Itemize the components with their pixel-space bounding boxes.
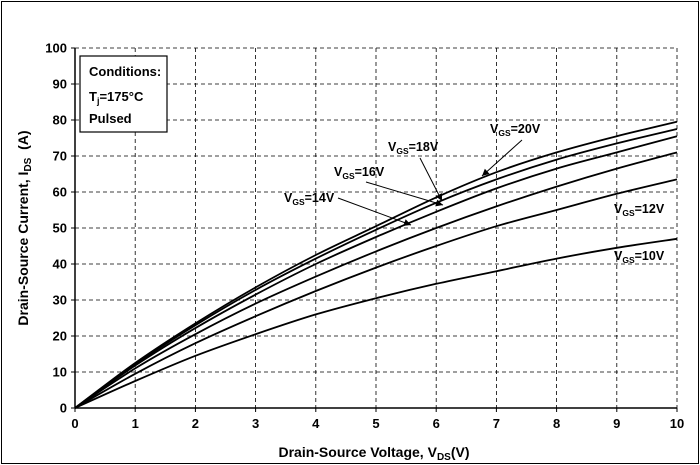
x-tick-label: 3	[252, 416, 259, 431]
series-line-vgs20	[74, 120, 678, 409]
conditions-box: Conditions: Tj=175°C Pulsed	[79, 55, 168, 133]
series-pointer-vgs20	[481, 139, 523, 177]
curves	[74, 120, 678, 409]
series-label-vgs10: VGS=10V	[614, 249, 665, 265]
series-pointer-vgs18	[419, 157, 443, 202]
x-axis-label: Drain-Source Voltage, VDS(V)	[278, 444, 469, 463]
x-tick-label: 10	[670, 416, 684, 431]
series-pointer-head-vgs16	[435, 199, 443, 207]
conditions-temperature: Tj=175°C	[89, 89, 144, 106]
y-tick-label: 20	[53, 329, 67, 344]
series-pointer-head-vgs18	[435, 193, 442, 201]
y-tick-label: 10	[53, 365, 67, 380]
y-tick-label: 0	[60, 401, 67, 416]
y-tick-label: 100	[45, 41, 67, 56]
series-label-vgs16: VGS=16V	[334, 165, 385, 181]
series-label-vgs12: VGS=12V	[614, 202, 665, 218]
series-pointer-vgs14	[337, 197, 412, 226]
x-tick-label: 0	[71, 416, 78, 431]
series-label-vgs20: VGS=20V	[490, 122, 541, 138]
y-tick-label: 50	[53, 221, 67, 236]
series-line-vgs12	[74, 178, 678, 409]
series-pointer-head-vgs14	[403, 219, 411, 226]
series-line-vgs16	[74, 135, 678, 409]
conditions-mode: Pulsed	[89, 111, 132, 126]
series-line-vgs10	[74, 237, 678, 409]
y-tick-label: 60	[53, 185, 67, 200]
x-tick-label: 8	[553, 416, 560, 431]
series-line-vgs14	[74, 151, 678, 409]
axes	[71, 47, 678, 412]
x-tick-label: 1	[132, 416, 139, 431]
x-tick-label: 5	[372, 416, 379, 431]
y-axis-label: Drain-Source Current, IDS (A)	[15, 130, 34, 325]
conditions-box-border	[79, 55, 168, 133]
y-tick-label: 80	[53, 113, 67, 128]
x-tick-label: 6	[433, 416, 440, 431]
y-tick-label: 40	[53, 257, 67, 272]
series-label-vgs14: VGS=14V	[284, 191, 335, 207]
series-line-vgs18	[74, 128, 678, 409]
series-label-vgs18: VGS=18V	[388, 140, 439, 156]
series-pointer-head-vgs20	[482, 168, 490, 176]
conditions-title: Conditions:	[89, 64, 161, 79]
x-tick-label: 4	[312, 416, 320, 431]
y-tick-label: 70	[53, 149, 67, 164]
y-tick-label: 90	[53, 77, 67, 92]
x-tick-label: 7	[493, 416, 500, 431]
x-tick-label: 2	[192, 416, 199, 431]
y-tick-label: 30	[53, 293, 67, 308]
x-tick-label: 9	[613, 416, 620, 431]
series-pointer-vgs16	[365, 181, 444, 206]
